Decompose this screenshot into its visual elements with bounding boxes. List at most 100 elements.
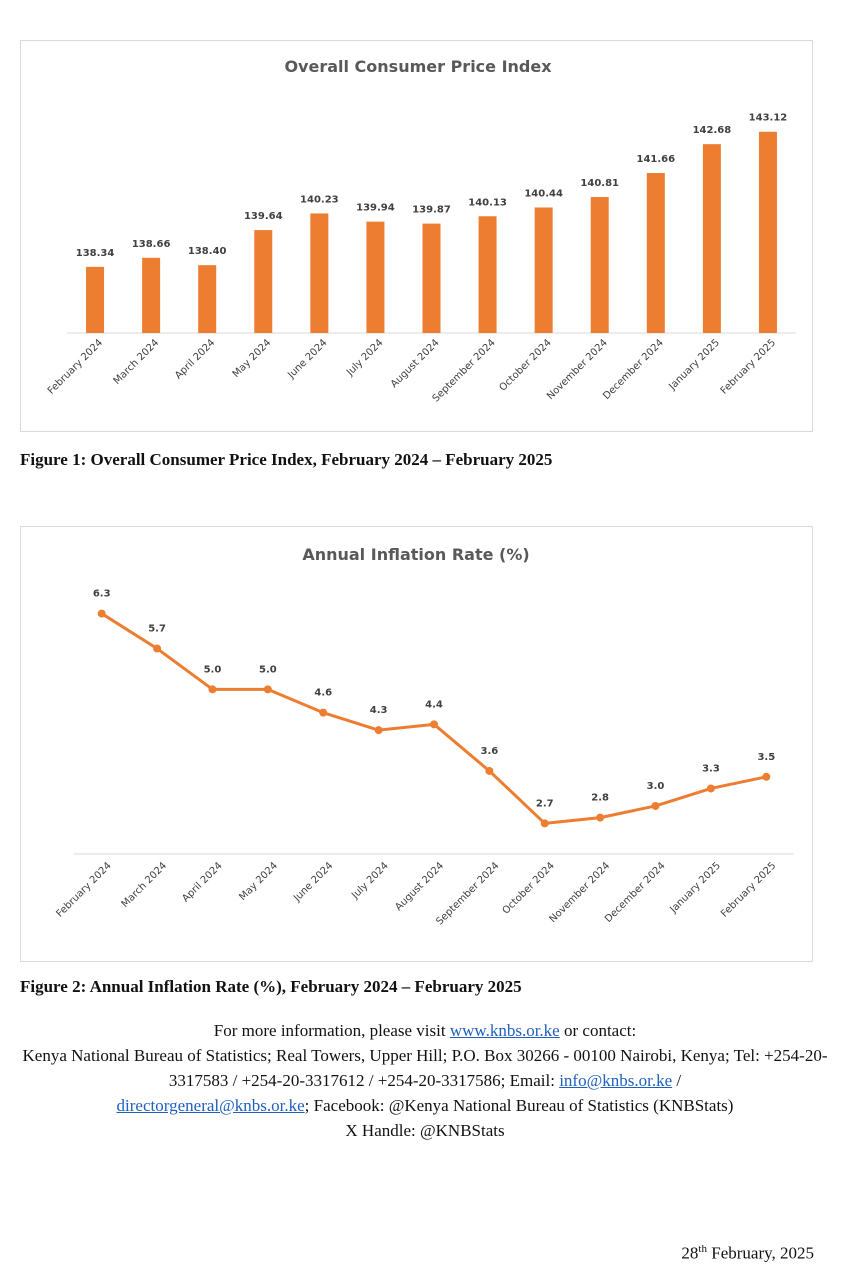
x-tick-label: November 2024 <box>545 337 610 402</box>
x-tick-label: January 2025 <box>666 337 722 393</box>
x-tick-label: February 2025 <box>719 860 778 919</box>
x-tick-label: July 2024 <box>349 860 390 901</box>
inflation-point <box>706 784 715 793</box>
x-tick-label: August 2024 <box>393 860 446 913</box>
x-tick-label: September 2024 <box>434 860 501 927</box>
cpi-chart-title: Overall Consumer Price Index <box>284 57 552 76</box>
website-link[interactable]: www.knbs.or.ke <box>449 1021 560 1040</box>
inflation-value-label: 5.0 <box>259 664 277 675</box>
inflation-point <box>762 772 771 781</box>
inflation-point <box>97 609 106 618</box>
contact-footer: For more information, please visit www.k… <box>14 1018 836 1143</box>
cpi-value-label: 139.87 <box>412 205 451 216</box>
release-date: 28th February, 2025 <box>681 1243 814 1264</box>
inflation-point <box>263 685 272 694</box>
inflation-point <box>153 644 162 653</box>
x-tick-label: February 2024 <box>54 860 113 919</box>
inflation-point <box>540 819 549 828</box>
inflation-value-label: 3.0 <box>647 781 665 792</box>
cpi-value-label: 139.94 <box>356 203 395 214</box>
cpi-value-label: 140.23 <box>300 194 339 205</box>
date-rest: February, 2025 <box>706 1243 814 1263</box>
cpi-value-label: 143.12 <box>749 113 788 124</box>
footer-line-1: For more information, please visit www.k… <box>14 1018 836 1043</box>
inflation-value-label: 6.3 <box>93 589 111 600</box>
inflation-point <box>374 726 383 735</box>
x-tick-label: December 2024 <box>603 860 668 925</box>
info-email-link[interactable]: info@knbs.or.ke <box>559 1071 673 1090</box>
cpi-bar <box>142 257 161 333</box>
cpi-bar <box>534 207 553 333</box>
footer-address: Kenya National Bureau of Statistics; Rea… <box>22 1046 828 1090</box>
cpi-bar <box>198 265 217 333</box>
x-tick-label: July 2024 <box>344 337 385 378</box>
x-tick-label: November 2024 <box>547 860 612 925</box>
footer-contact-block: Kenya National Bureau of Statistics; Rea… <box>14 1043 836 1118</box>
x-tick-label: October 2024 <box>501 860 557 916</box>
inflation-point <box>208 685 217 694</box>
cpi-bar <box>86 266 105 333</box>
cpi-value-label: 140.81 <box>580 178 619 189</box>
date-day: 28 <box>681 1243 699 1263</box>
inflation-chart-svg: Annual Inflation Rate (%) 6.3 February 20… <box>54 545 794 927</box>
x-tick-label: May 2024 <box>231 337 274 380</box>
footer-x-handle: X Handle: @KNBStats <box>345 1121 505 1140</box>
cpi-bar <box>310 213 329 333</box>
inflation-value-label: 2.8 <box>591 793 609 804</box>
figure1-caption: Figure 1: Overall Consumer Price Index, … <box>20 450 553 469</box>
inflation-value-label: 3.6 <box>481 746 499 757</box>
director-email-link[interactable]: directorgeneral@knbs.or.ke <box>116 1096 305 1115</box>
inflation-point <box>596 813 605 822</box>
x-tick-label: August 2024 <box>389 337 442 390</box>
inflation-value-label: 4.6 <box>314 688 332 699</box>
inflation-value-label: 3.3 <box>702 763 720 774</box>
cpi-bar <box>366 221 385 333</box>
footer-contact-text: or contact: <box>559 1021 637 1040</box>
inflation-point <box>651 801 660 810</box>
cpi-bar <box>646 173 665 333</box>
inflation-value-label: 2.7 <box>536 798 554 809</box>
x-tick-label: March 2024 <box>120 860 170 910</box>
cpi-chart: Overall Consumer Price Index 138.34 Febru… <box>20 40 813 432</box>
cpi-value-label: 142.68 <box>693 125 732 136</box>
inflation-value-label: 4.3 <box>370 705 388 716</box>
cpi-value-label: 139.64 <box>244 211 283 222</box>
date-suffix: th <box>698 1243 707 1255</box>
x-tick-label: October 2024 <box>497 337 553 393</box>
cpi-bar <box>702 144 721 333</box>
inflation-chart: Annual Inflation Rate (%) 6.3 February 20… <box>20 526 813 962</box>
x-tick-label: January 2025 <box>668 860 724 916</box>
cpi-bar <box>590 197 609 333</box>
inflation-point <box>319 708 328 717</box>
x-tick-label: February 2025 <box>719 337 778 396</box>
x-tick-label: December 2024 <box>601 337 666 402</box>
cpi-value-label: 138.34 <box>76 248 115 259</box>
cpi-bar <box>422 223 441 333</box>
cpi-value-label: 140.13 <box>468 197 507 208</box>
x-tick-label: June 2024 <box>285 337 329 381</box>
x-tick-label: June 2024 <box>291 860 335 904</box>
x-tick-label: April 2024 <box>173 337 217 381</box>
inflation-point <box>485 766 494 775</box>
cpi-value-label: 138.40 <box>188 246 227 257</box>
footer-visit-text: For more information, please visit <box>213 1021 450 1040</box>
footer-separator: / <box>672 1071 682 1090</box>
inflation-value-label: 5.0 <box>204 664 222 675</box>
cpi-chart-svg: Overall Consumer Price Index 138.34 Febru… <box>46 57 796 404</box>
inflation-point <box>430 720 438 729</box>
cpi-value-label: 141.66 <box>637 154 676 165</box>
cpi-bar <box>758 131 777 333</box>
inflation-chart-title: Annual Inflation Rate (%) <box>302 545 529 564</box>
footer-facebook: ; Facebook: @Kenya National Bureau of St… <box>304 1096 734 1115</box>
cpi-bar <box>254 230 273 333</box>
cpi-value-label: 140.44 <box>524 188 563 199</box>
cpi-bar <box>478 216 497 333</box>
x-tick-label: March 2024 <box>112 337 162 387</box>
inflation-value-label: 4.4 <box>425 699 443 710</box>
x-tick-label: May 2024 <box>237 860 280 903</box>
inflation-series-line <box>100 612 768 825</box>
x-tick-label: April 2024 <box>180 860 224 904</box>
x-tick-label: February 2024 <box>46 337 105 396</box>
cpi-value-label: 138.66 <box>132 239 171 250</box>
x-tick-label: September 2024 <box>431 337 498 404</box>
